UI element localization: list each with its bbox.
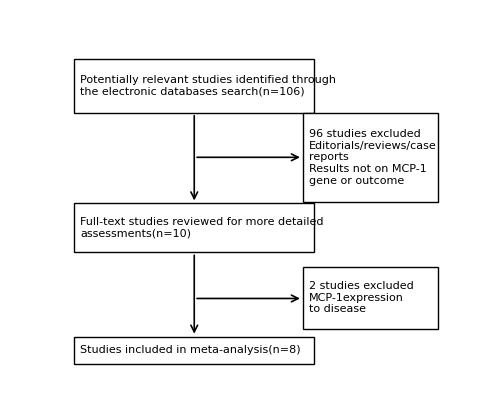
Text: Studies included in meta-analysis(n=8): Studies included in meta-analysis(n=8): [80, 345, 300, 355]
Text: Potentially relevant studies identified through
the electronic databases search(: Potentially relevant studies identified …: [80, 75, 336, 97]
FancyBboxPatch shape: [303, 267, 438, 329]
Text: Full-text studies reviewed for more detailed
assessments(n=10): Full-text studies reviewed for more deta…: [80, 217, 324, 239]
Text: 96 studies excluded
Editorials/reviews/case
reports
Results not on MCP-1
gene or: 96 studies excluded Editorials/reviews/c…: [308, 129, 436, 185]
FancyBboxPatch shape: [74, 337, 314, 363]
FancyBboxPatch shape: [74, 203, 314, 253]
FancyBboxPatch shape: [303, 113, 438, 202]
FancyBboxPatch shape: [74, 59, 314, 113]
Text: 2 studies excluded
MCP-1expression
to disease: 2 studies excluded MCP-1expression to di…: [308, 281, 414, 314]
